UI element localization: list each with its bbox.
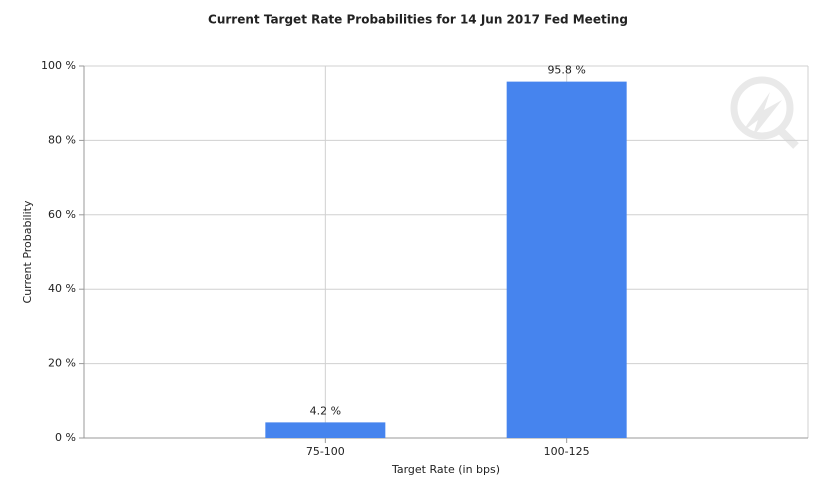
- chart-title: Current Target Rate Probabilities for 14…: [208, 13, 628, 27]
- y-tick-label: 0 %: [55, 431, 76, 444]
- x-tick-label: 100-125: [544, 445, 590, 458]
- y-tick-label: 60 %: [48, 208, 76, 221]
- x-axis-label: Target Rate (in bps): [391, 463, 500, 476]
- y-tick-label: 20 %: [48, 357, 76, 370]
- data-label: 4.2 %: [310, 404, 341, 417]
- x-tick-label: 75-100: [306, 445, 345, 458]
- bar: [265, 422, 386, 438]
- y-tick-label: 40 %: [48, 282, 76, 295]
- y-axis-label: Current Probability: [21, 200, 34, 303]
- y-tick-label: 80 %: [48, 133, 76, 146]
- y-tick-label: 100 %: [41, 59, 76, 72]
- data-label: 95.8 %: [547, 64, 585, 77]
- watermark: [730, 76, 799, 149]
- bar: [506, 81, 627, 439]
